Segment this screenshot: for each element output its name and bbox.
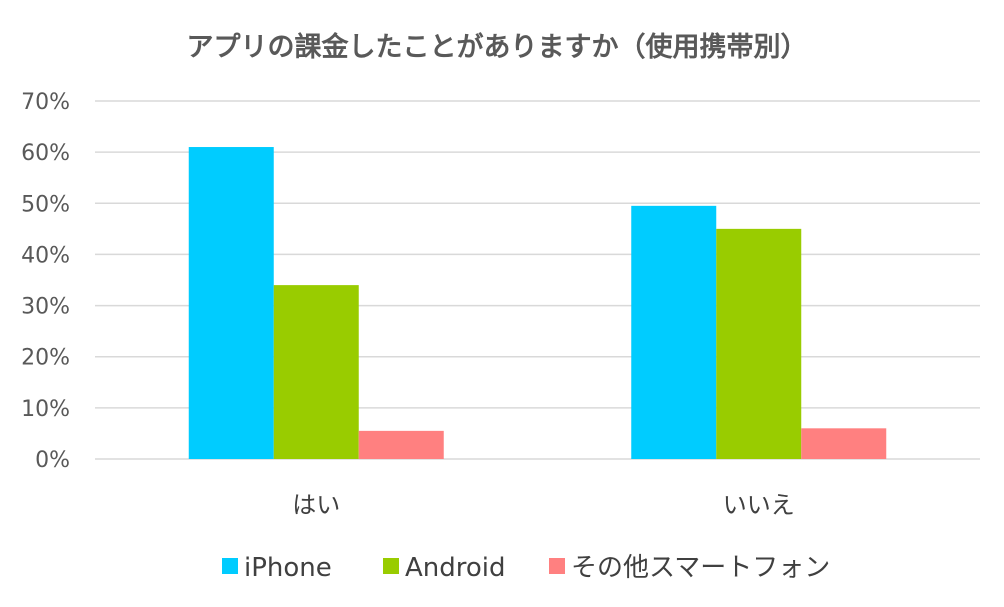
legend-label: Android [405, 553, 506, 583]
y-tick-label: 20% [21, 346, 70, 371]
y-tick-label: 50% [21, 192, 70, 217]
y-tick-label: 30% [21, 295, 70, 320]
legend-swatch [222, 558, 238, 574]
bar-Android-いいえ [716, 228, 802, 459]
y-axis-tick-labels: 0% 10% 20% 30% 40% 50% 60% 70% [21, 90, 70, 473]
y-tick-label: 70% [21, 90, 70, 115]
bars [188, 147, 887, 459]
y-tick-label: 60% [21, 141, 70, 166]
y-tick-label: 40% [21, 243, 70, 268]
legend-swatch [383, 558, 399, 574]
legend-label: その他スマートフォン [571, 553, 830, 583]
chart-title: アプリの課金したことがありますか（使用携帯別） [187, 31, 808, 63]
legend: iPhone Android その他スマートフォン [222, 553, 830, 583]
bar-iPhone-はい [188, 147, 274, 459]
bar-その他スマートフォン-はい [358, 430, 444, 459]
bar-Android-はい [273, 285, 359, 459]
y-tick-label: 10% [21, 397, 70, 422]
y-tick-label: 0% [35, 448, 70, 473]
legend-label: iPhone [244, 553, 332, 583]
x-category-label: いいえ [723, 491, 795, 519]
bar-iPhone-いいえ [631, 205, 717, 459]
x-category-label: はい [292, 491, 340, 519]
bar-その他スマートフォン-いいえ [801, 428, 887, 459]
x-axis-category-labels: はい いいえ [292, 491, 795, 519]
legend-swatch [549, 558, 565, 574]
